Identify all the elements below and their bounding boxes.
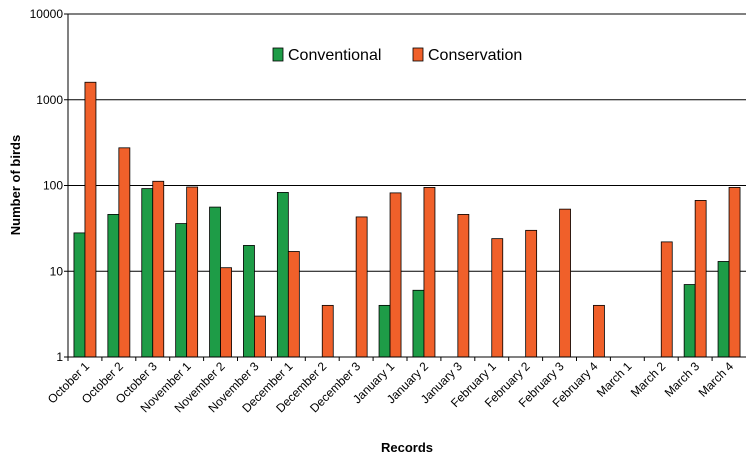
bar-conservation-january-1 xyxy=(389,192,402,358)
x-tick-label: March 3 xyxy=(662,359,703,400)
bar-conservation-november-2 xyxy=(220,267,232,358)
x-tick-label: March 2 xyxy=(628,359,669,400)
gridlines xyxy=(68,13,746,272)
x-axis-title: Records xyxy=(381,440,433,455)
bar-conservation-february-4 xyxy=(593,304,605,358)
bar-conventional-november-1 xyxy=(175,223,188,358)
bar-conventional-october-1 xyxy=(73,232,86,358)
bar-conservation-january-2 xyxy=(423,187,436,358)
bar-conventional-march-4 xyxy=(717,261,730,358)
bar-conservation-october-1 xyxy=(84,81,97,358)
bar-conservation-november-1 xyxy=(186,186,199,358)
bar-conservation-january-3 xyxy=(457,214,470,358)
bar-conservation-march-2 xyxy=(660,241,673,358)
y-tick-label: 1 xyxy=(56,350,63,364)
bar-conservation-october-2 xyxy=(118,147,131,358)
bar-conventional-march-3 xyxy=(683,284,696,358)
bar-conservation-december-3 xyxy=(355,216,368,358)
bar-conservation-march-3 xyxy=(694,200,707,358)
y-tick-labels: 1 10 100 1000 10000 xyxy=(30,7,68,364)
x-tick-label: March 1 xyxy=(594,359,635,400)
y-axis-title: Number of birds xyxy=(8,135,23,235)
legend-swatch-conservation xyxy=(412,47,424,62)
bar-conservation-october-3 xyxy=(152,180,165,358)
bar-conservation-december-2 xyxy=(321,304,334,358)
axes xyxy=(67,14,746,361)
bars xyxy=(73,81,741,358)
legend-label-conventional: Conventional xyxy=(288,47,381,64)
bar-conservation-december-1 xyxy=(287,251,300,358)
y-tick-label: 100 xyxy=(43,179,63,193)
bar-conventional-january-2 xyxy=(412,289,425,358)
y-tick-label: 1000 xyxy=(36,93,63,107)
legend: Conventional Conservation xyxy=(272,47,522,64)
bar-conservation-march-4 xyxy=(728,187,741,358)
bar-conservation-february-2 xyxy=(525,229,538,358)
bar-conventional-october-3 xyxy=(141,188,154,358)
y-tick-label: 10 xyxy=(50,264,64,278)
x-tick-label: March 4 xyxy=(696,359,737,400)
bar-conservation-november-3 xyxy=(254,315,266,358)
bar-conventional-october-2 xyxy=(107,214,120,358)
bar-conservation-february-1 xyxy=(491,238,504,358)
legend-swatch-conventional xyxy=(272,47,284,62)
y-tick-label: 10000 xyxy=(30,7,64,21)
bar-conservation-february-3 xyxy=(559,208,571,358)
bar-conventional-november-2 xyxy=(209,206,221,358)
bar-conventional-november-3 xyxy=(243,245,255,358)
legend-label-conservation: Conservation xyxy=(428,47,522,64)
bar-conventional-january-1 xyxy=(378,304,391,358)
bar-conventional-december-1 xyxy=(276,192,289,358)
